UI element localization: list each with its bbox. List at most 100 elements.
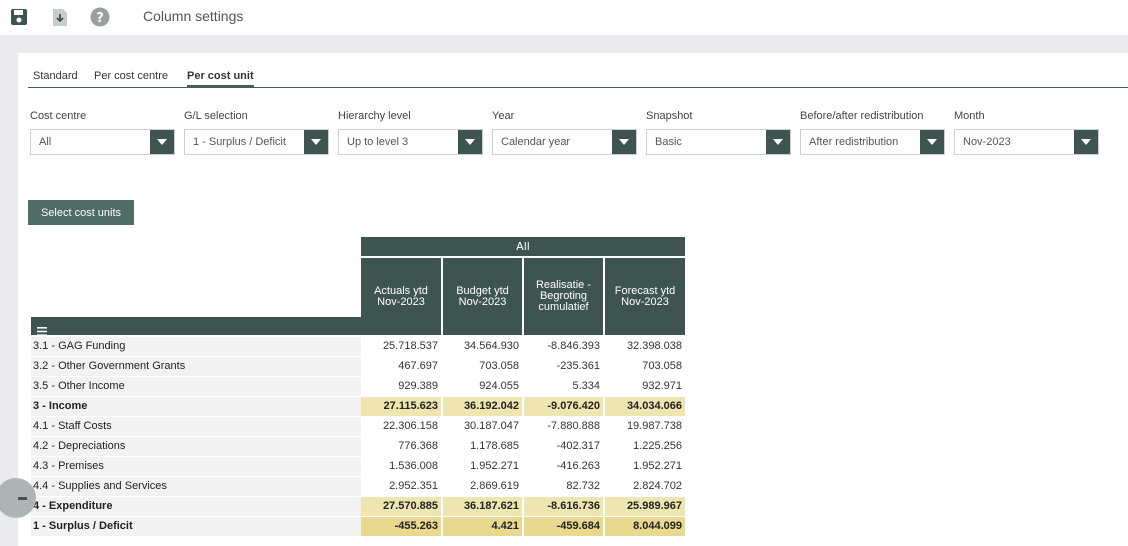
row-label[interactable]: 3.2 - Other Government Grants [31,357,361,376]
tab-per-cost-centre[interactable]: Per cost centre [94,70,168,82]
tab-standard[interactable]: Standard [33,70,78,82]
table-cell: 36.187.621 [443,497,522,516]
row-label[interactable]: 1 - Surplus / Deficit [31,517,361,536]
header-line: Forecast ytd [614,284,676,297]
row-label[interactable]: 4.2 - Depreciations [31,437,361,456]
filter-label: Cost centre [30,110,87,122]
table-cell: 2.869.619 [443,477,522,496]
table-cell: 34.564.930 [443,337,522,356]
chevron-down-icon[interactable] [612,130,636,154]
table-cell: 8.044.099 [605,517,685,536]
table-row: 1 - Surplus / Deficit -455.263 4.421 -459.6… [31,517,685,537]
table-cell: 1.952.271 [605,457,685,476]
column-header-actuals: Actuals ytd Nov-2023 [361,258,441,335]
row-label[interactable]: 3 - Income [31,397,361,416]
column-header-forecast: Forecast ytd Nov-2023 [605,258,685,335]
column-group-header: All [361,237,685,256]
table-cell: 1.225.256 [605,437,685,456]
table-row: 3 - Income 27.115.623 36.192.042 -9.076.420… [31,397,685,417]
toolbar: ? Column settings [0,0,1128,35]
help-icon[interactable]: ? [90,7,110,27]
table-cell: 467.697 [361,357,441,376]
table-cell: 27.570.885 [361,497,441,516]
row-header-bar [31,317,361,339]
header-line: cumulatief [538,301,589,313]
table-row: 4 - Expenditure 27.570.885 36.187.621 -8.61… [31,497,685,517]
row-label[interactable]: 3.1 - GAG Funding [31,337,361,356]
table-cell: 27.115.623 [361,397,441,416]
filter-label: Snapshot [646,110,693,122]
row-label[interactable]: 4.4 - Supplies and Services [31,477,361,496]
table-cell: 19.987.738 [605,417,685,436]
select-value: After redistribution [809,136,899,148]
header-line: Nov-2023 [377,295,425,308]
row-label[interactable]: 4.1 - Staff Costs [31,417,361,436]
year-select[interactable]: Calendar year [492,129,637,155]
table-cell: 4.421 [443,517,522,536]
table-cell: 34.034.066 [605,397,685,416]
chevron-down-icon[interactable] [458,130,482,154]
chevron-down-icon[interactable] [150,130,174,154]
table-cell: 929.389 [361,377,441,396]
table-cell: -9.076.420 [524,397,603,416]
header-line: Realisatie - [535,279,592,291]
month-select[interactable]: Nov-2023 [954,129,1099,155]
row-label[interactable]: 4 - Expenditure [31,497,361,516]
filter-label: Before/after redistribution [800,110,924,122]
table-cell: 924.055 [443,377,522,396]
table-cell: 1.178.685 [443,437,522,456]
filter-hierarchy-level: Hierarchy level Up to level 3 [338,110,483,155]
filter-redistribution: Before/after redistribution After redist… [800,110,945,155]
header-line: Nov-2023 [458,295,507,308]
redistribution-select[interactable]: After redistribution [800,129,945,155]
gl-selection-select[interactable]: 1 - Surplus / Deficit [184,129,329,155]
table-row: 3.5 - Other Income 929.389 924.055 5.334 932… [31,377,685,397]
filter-snapshot: Snapshot Basic [646,110,791,155]
select-value: Calendar year [501,136,571,148]
table-cell: 30.187.047 [443,417,522,436]
save-icon[interactable] [9,7,29,27]
table-cell: 703.058 [605,357,685,376]
select-cost-units-button[interactable]: Select cost units [28,200,134,225]
header-line: Begroting [539,290,588,302]
hierarchy-level-select[interactable]: Up to level 3 [338,129,483,155]
header-line: Nov-2023 [621,295,669,308]
select-value: All [39,136,52,148]
table-cell: -7.880.888 [524,417,603,436]
table-cell: 22.306.158 [361,417,441,436]
table-cell: -416.263 [524,457,603,476]
header-line: Actuals ytd [374,284,428,297]
table-cell: 25.718.537 [361,337,441,356]
chevron-down-icon[interactable] [920,130,944,154]
table-cell: 36.192.042 [443,397,522,416]
table-cell: 32.398.038 [605,337,685,356]
content-panel: Standard Per cost centre Per cost unit C… [0,53,1128,546]
table-cell: -455.263 [361,517,441,536]
side-panel-handle[interactable] [0,478,36,518]
table-cell: 25.989.967 [605,497,685,516]
table-cell: -459.684 [524,517,603,536]
tab-per-cost-unit[interactable]: Per cost unit [187,68,254,87]
row-label[interactable]: 3.5 - Other Income [31,377,361,396]
snapshot-select[interactable]: Basic [646,129,791,155]
table-row: 3.2 - Other Government Grants 467.697 703.… [31,357,685,377]
minus-icon [18,497,27,500]
page-title: Column settings [143,8,244,24]
cost-centre-select[interactable]: All [30,129,175,155]
tab-bar: Standard Per cost centre Per cost unit [28,68,1128,88]
download-icon[interactable] [50,7,70,27]
chevron-down-icon[interactable] [766,130,790,154]
table-cell: 703.058 [443,357,522,376]
table-cell: 1.536.008 [361,457,441,476]
row-label[interactable]: 4.3 - Premises [31,457,361,476]
chevron-down-icon[interactable] [1074,130,1098,154]
table-row: 4.4 - Supplies and Services 2.952.351 2.86… [31,477,685,497]
table-row: 4.3 - Premises 1.536.008 1.952.271 -416.263… [31,457,685,477]
filter-year: Year Calendar year [492,110,637,155]
chevron-down-icon[interactable] [304,130,328,154]
svg-text:?: ? [96,11,104,26]
select-value: Basic [655,136,682,148]
menu-icon[interactable] [37,321,47,340]
table-cell: -8.846.393 [524,337,603,356]
table-cell: -402.317 [524,437,603,456]
